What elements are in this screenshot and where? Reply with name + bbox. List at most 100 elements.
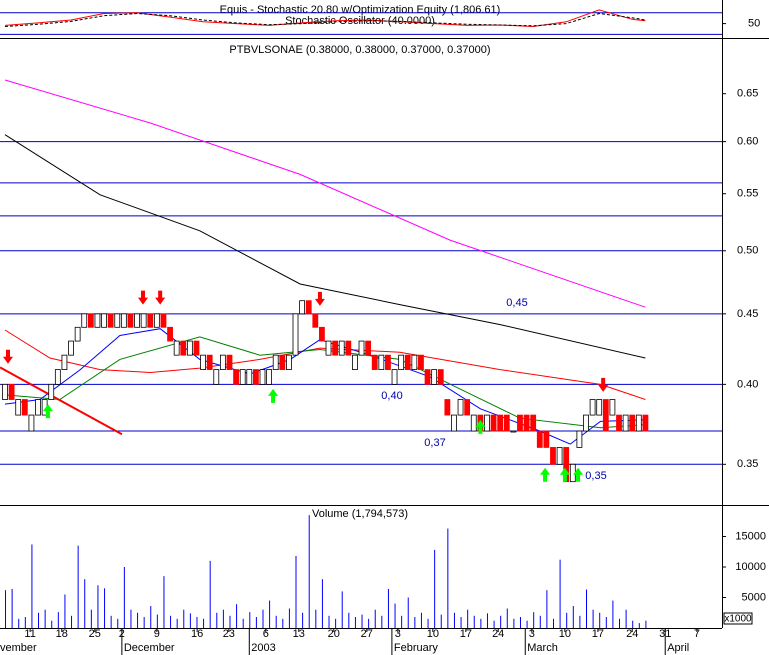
candle-body xyxy=(365,340,372,356)
candle-body xyxy=(312,313,319,328)
candle-body xyxy=(378,354,385,370)
candle-body xyxy=(2,383,8,400)
candle-body xyxy=(87,313,94,328)
x-tick-label: 27 xyxy=(361,628,373,640)
y-tick-label: 0.60 xyxy=(737,136,758,148)
moving-average xyxy=(4,134,646,359)
buy-arrow xyxy=(573,467,584,482)
unit-box xyxy=(723,612,753,625)
candle-body xyxy=(642,414,649,432)
buy-arrow xyxy=(42,404,53,419)
candle-body xyxy=(411,354,418,370)
candle-body xyxy=(484,414,490,432)
x-tick-label: 24 xyxy=(492,628,504,640)
month-label: 2003 xyxy=(251,642,275,654)
candle-body xyxy=(556,447,563,465)
candle-body xyxy=(536,430,543,448)
candle-body xyxy=(286,354,292,370)
x-tick-label: 9 xyxy=(154,628,160,640)
x-tick-label: 20 xyxy=(328,628,340,640)
candle-body xyxy=(127,313,134,328)
level-annotation: 0,40 xyxy=(381,390,402,402)
candle-body xyxy=(15,399,22,416)
candle-body xyxy=(371,354,378,370)
moving-average xyxy=(4,79,646,308)
candle-body xyxy=(279,354,286,370)
candle-body xyxy=(616,414,622,432)
y-tick-label: 10000 xyxy=(735,561,766,573)
x-tick-label: 24 xyxy=(626,628,638,640)
sell-arrow xyxy=(138,290,149,305)
candle-body xyxy=(219,354,226,370)
candle-body xyxy=(517,414,523,432)
x-tick-label: 10 xyxy=(559,628,571,640)
candle-body xyxy=(140,313,147,328)
stochastic-line xyxy=(4,9,646,28)
candle-body xyxy=(81,313,88,328)
candle-body xyxy=(21,399,28,416)
sell-arrow xyxy=(598,377,609,392)
trendline xyxy=(0,366,123,436)
y-tick-label: 0.50 xyxy=(737,245,758,257)
candle-body xyxy=(74,326,81,342)
x-tick-label: 13 xyxy=(293,628,305,640)
candle-body xyxy=(543,430,550,448)
y-tick-label: 0.40 xyxy=(737,378,758,390)
candle-body xyxy=(332,340,339,356)
buy-arrow xyxy=(475,419,486,434)
candle-body xyxy=(404,354,411,370)
month-label: March xyxy=(527,642,558,654)
candle-body xyxy=(589,399,596,416)
stochastic-line xyxy=(4,12,646,27)
candle-body xyxy=(305,300,312,315)
candle-body xyxy=(550,447,556,465)
candle-body xyxy=(431,369,438,385)
month-label: February xyxy=(394,642,439,654)
x-tick-label: 10 xyxy=(427,628,439,640)
candle-body xyxy=(622,414,629,432)
candle-body xyxy=(418,354,424,370)
candle-body xyxy=(457,399,464,416)
y-tick-label: 50 xyxy=(748,18,760,30)
candle-body xyxy=(101,313,107,328)
candle-body xyxy=(444,399,451,416)
level-annotation: 0,37 xyxy=(424,437,445,449)
x-tick-label: 25 xyxy=(89,628,101,640)
volume-title: Volume (1,794,573) xyxy=(312,508,408,520)
y-tick-label: 0.45 xyxy=(737,308,758,320)
sell-arrow xyxy=(314,291,325,306)
candle-body xyxy=(259,369,266,385)
candle-body xyxy=(437,369,444,385)
x-tick-label: 11 xyxy=(24,628,35,640)
candle-body xyxy=(338,340,345,356)
y-tick-label: 5000 xyxy=(742,591,766,603)
candle-body xyxy=(576,430,583,448)
candle-body xyxy=(464,399,471,416)
candle-body xyxy=(107,313,114,328)
month-label: November xyxy=(0,642,37,654)
candle-body xyxy=(147,313,154,328)
candle-body xyxy=(186,340,193,356)
candle-body xyxy=(61,354,68,370)
candle-body xyxy=(596,399,603,416)
candle-body xyxy=(68,340,74,356)
y-tick-label: 0.35 xyxy=(737,458,758,470)
buy-arrow xyxy=(540,467,551,482)
candle-body xyxy=(153,313,160,328)
x-tick-label: 17 xyxy=(460,628,472,640)
x-tick-label: 18 xyxy=(56,628,68,640)
candle-body xyxy=(299,300,306,315)
candle-body xyxy=(48,383,55,400)
candle-body xyxy=(200,354,206,370)
candle-body xyxy=(226,354,233,370)
candle-body xyxy=(239,369,246,385)
month-label: April xyxy=(667,642,689,654)
moving-average xyxy=(4,329,646,400)
y-tick-label: 0.55 xyxy=(737,188,758,200)
x-tick-label: 17 xyxy=(592,628,604,640)
candle-body xyxy=(391,369,398,385)
candle-body xyxy=(510,430,517,433)
candle-body xyxy=(292,313,299,356)
